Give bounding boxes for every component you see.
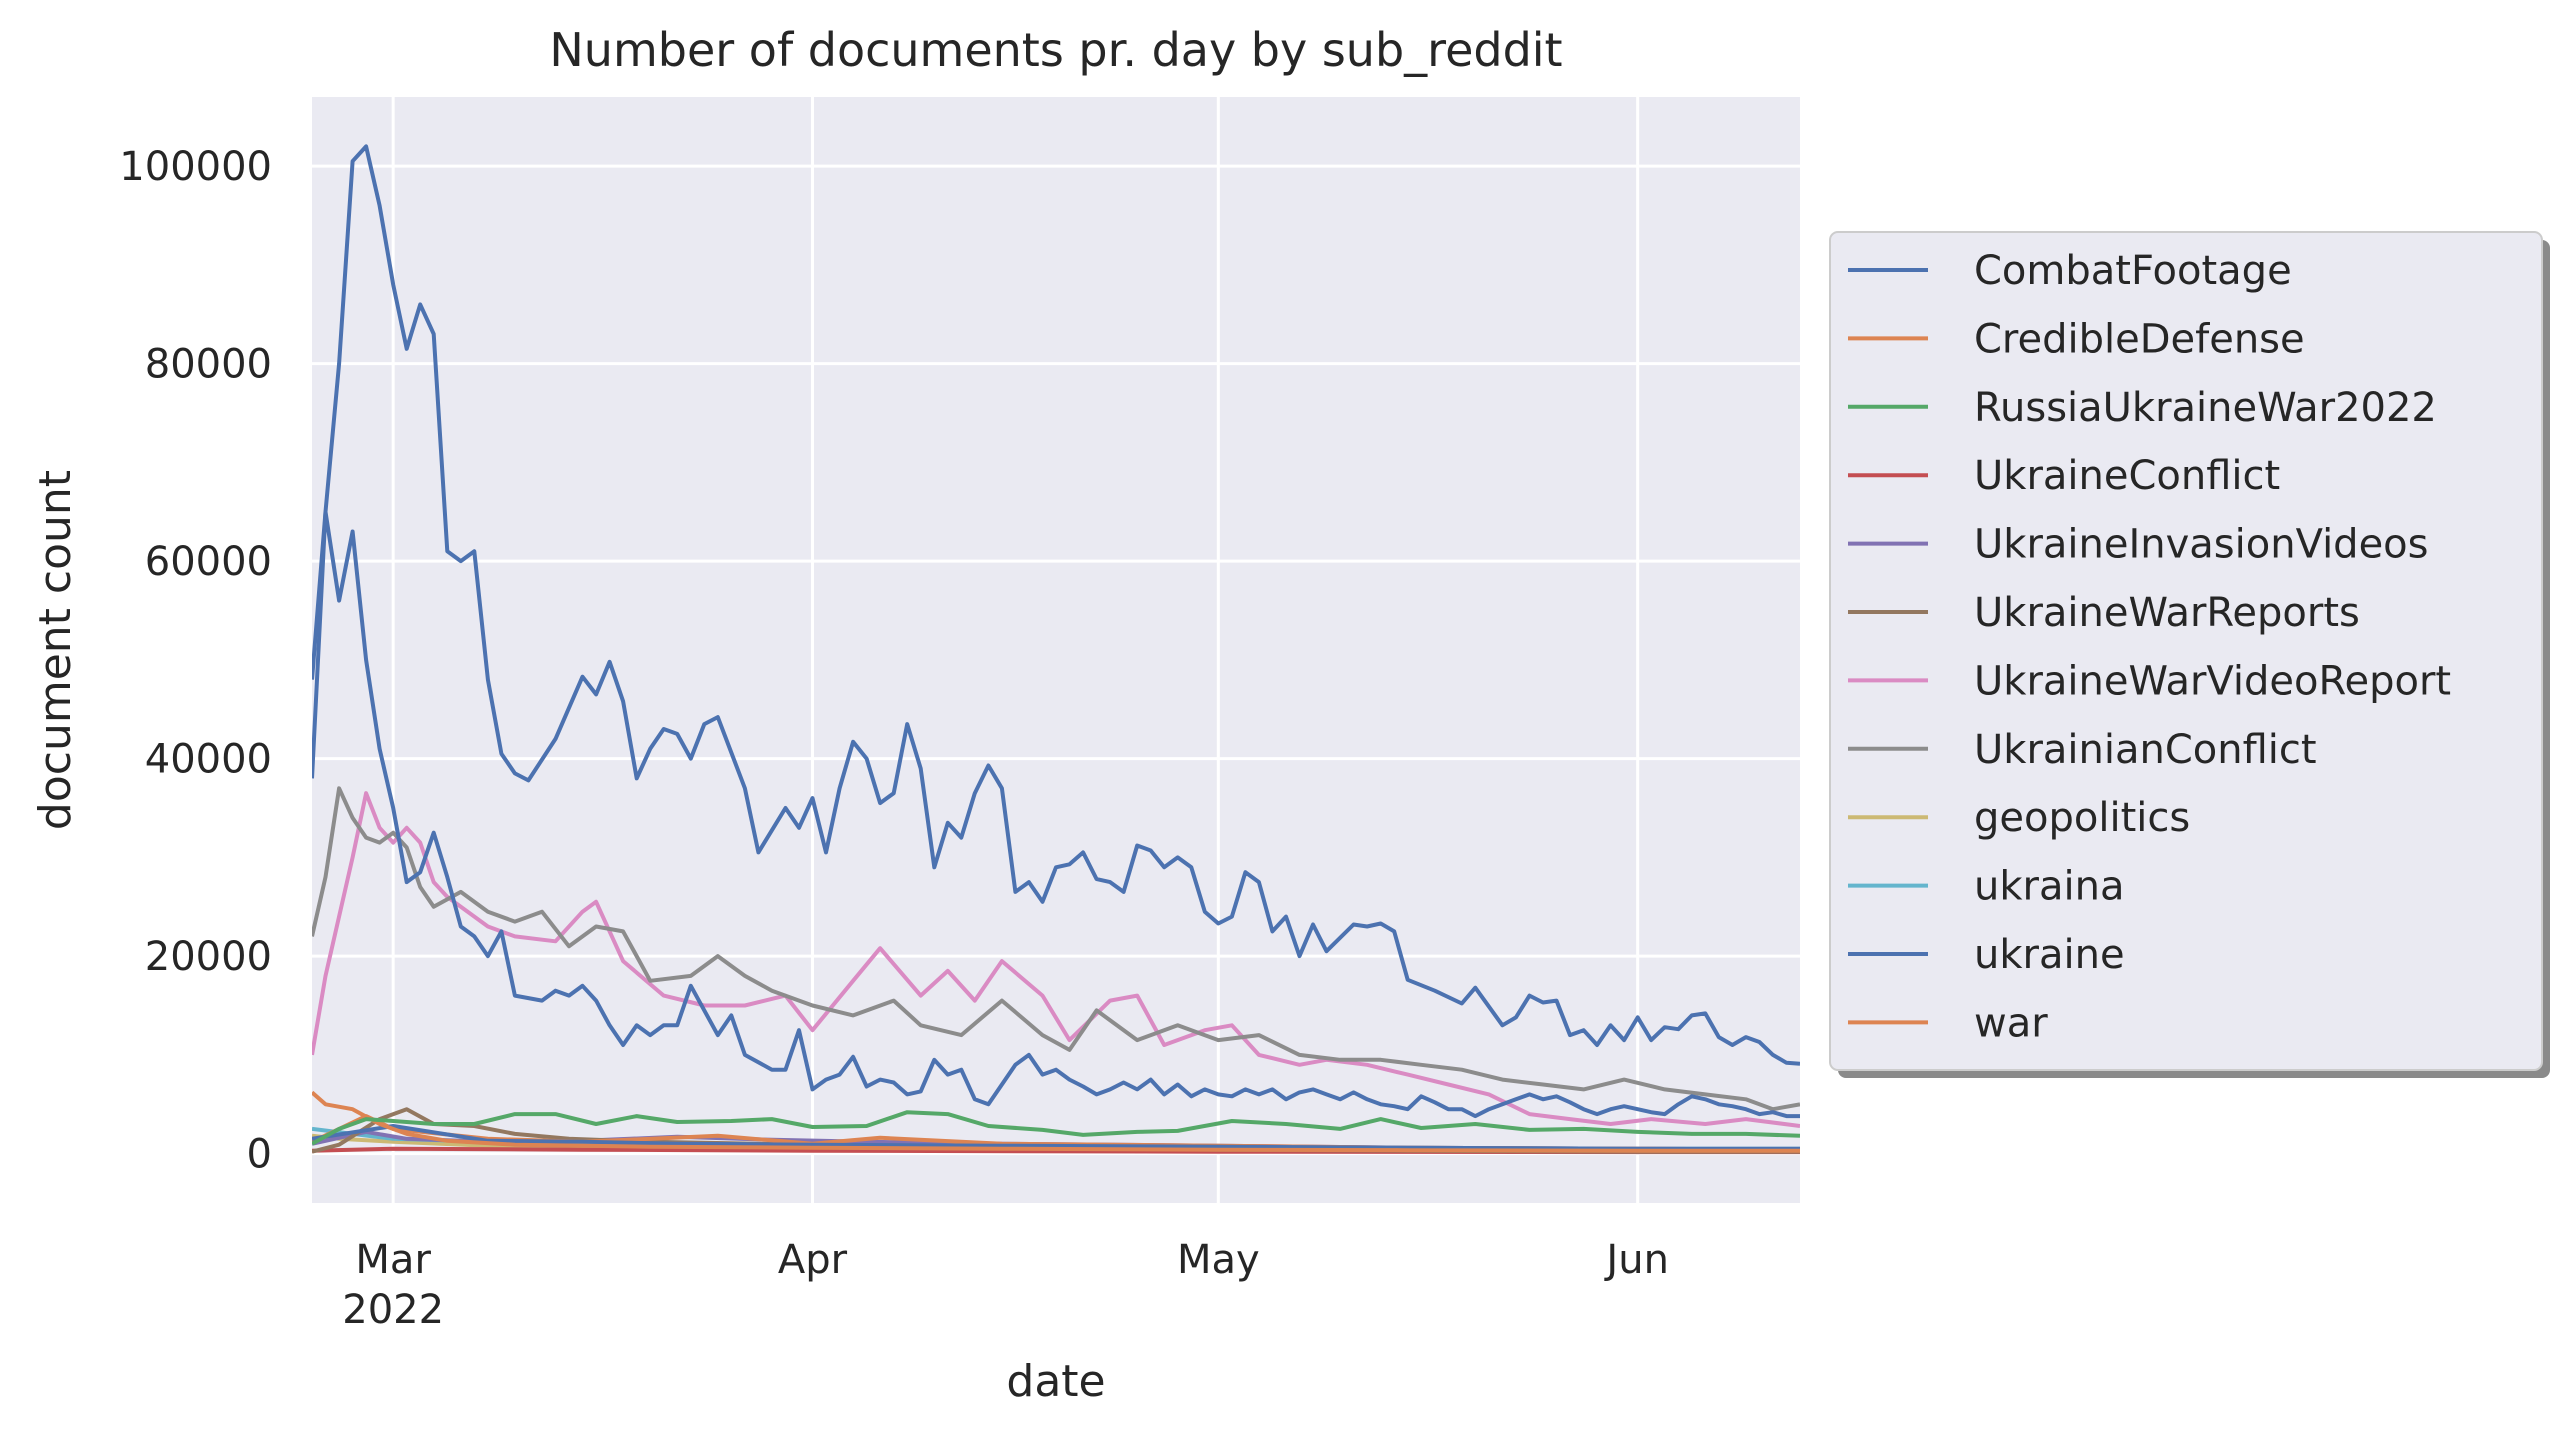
legend-box (1829, 231, 2543, 1071)
x-tick-label: Jun (1603, 1237, 1669, 1283)
legend-items: CombatFootage CredibleDefense RussiaUkrain… (1848, 248, 2451, 1046)
legend-label: UkraineWarVideoReport (1974, 658, 2451, 704)
y-tick-label: 60000 (145, 539, 272, 585)
y-tick-labels: 0 20000 40000 60000 80000 100000 (119, 144, 272, 1178)
y-tick-label: 20000 (145, 934, 272, 980)
y-tick-label: 40000 (145, 737, 272, 783)
x-tick-label: Apr (778, 1237, 848, 1283)
legend-label: CombatFootage (1974, 248, 2292, 294)
legend-label: geopolitics (1974, 795, 2190, 841)
plot-background (312, 97, 1800, 1203)
legend-label: UkraineConflict (1974, 453, 2280, 499)
series-line-UkrainianConflict (312, 786, 1800, 1112)
legend-label: RussiaUkraineWar2022 (1974, 385, 2437, 431)
legend-label: UkrainianConflict (1974, 727, 2317, 773)
legend-label: ukraine (1974, 932, 2125, 978)
series-layer (312, 144, 1800, 1155)
series-lines (312, 144, 1800, 1155)
series-line-UkraineWarVideoReport (312, 791, 1800, 1128)
y-tick-label: 100000 (119, 144, 272, 190)
y-tick-label: 0 (247, 1132, 272, 1178)
series-line-RussiaUkraineWar2022 (312, 1110, 1800, 1146)
x-tick-label: Mar (355, 1237, 431, 1283)
x-tick-year-label: 2022 (342, 1287, 444, 1333)
legend-label: UkraineWarReports (1974, 590, 2360, 636)
legend: CombatFootage CredibleDefense RussiaUkrain… (1829, 231, 2550, 1078)
series-line-ukraine (312, 144, 1800, 1066)
legend-label: ukraina (1974, 864, 2124, 910)
x-tick-label: May (1177, 1237, 1260, 1283)
y-tick-label: 80000 (145, 342, 272, 388)
legend-label: war (1974, 1000, 2048, 1046)
x-axis-label: date (1006, 1356, 1105, 1407)
series-line-CombatFootage (312, 1124, 1800, 1151)
series-line-CredibleDefense (312, 1090, 1800, 1153)
legend-label: UkraineInvasionVideos (1974, 522, 2429, 568)
chart-title: Number of documents pr. day by sub_reddi… (549, 23, 1562, 77)
series-line-extra-0 (312, 509, 1800, 1119)
y-axis-label: document count (30, 470, 81, 830)
legend-label: CredibleDefense (1974, 316, 2305, 362)
